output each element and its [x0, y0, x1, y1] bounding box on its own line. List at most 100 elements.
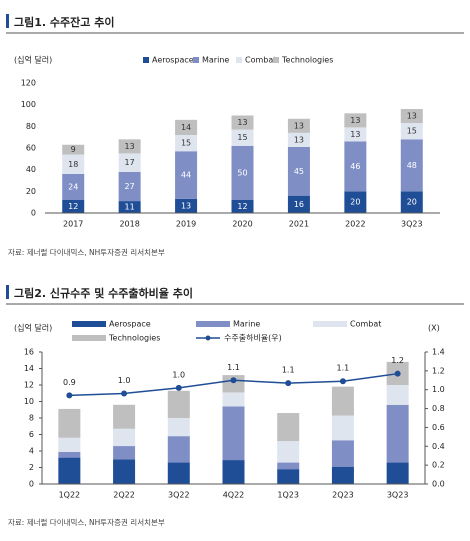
bar-segment — [386, 385, 409, 405]
value-label: 48 — [407, 161, 417, 170]
bar-segment — [222, 460, 245, 484]
value-label: 45 — [294, 167, 304, 176]
x-tick-label: 3Q23 — [401, 220, 423, 229]
value-label: 46 — [350, 162, 360, 171]
value-label: 16 — [294, 200, 304, 209]
bar-segment — [113, 404, 136, 429]
bar-segment — [344, 127, 367, 142]
x-tick-label: 2022 — [345, 220, 365, 229]
value-label: 1.1 — [337, 364, 350, 373]
legend-label: Marine — [202, 56, 229, 65]
y-tick-label: 2 — [29, 463, 34, 472]
x-tick-label: 2Q23 — [332, 491, 354, 500]
figure-title: 그림2. 신규수주 및 수주출하비율 추이 — [14, 286, 193, 300]
bar-segment — [62, 154, 85, 174]
value-label: 11 — [125, 203, 135, 212]
value-label: 12 — [237, 202, 247, 211]
value-label: 17 — [125, 158, 135, 167]
bar-segment — [167, 436, 190, 463]
value-label: 15 — [181, 139, 191, 148]
bar-segment — [231, 129, 254, 146]
ratio-point — [339, 378, 346, 385]
bar-segment — [331, 415, 354, 441]
value-label: 14 — [181, 123, 191, 132]
y-tick-label: 120 — [21, 79, 36, 88]
bar-segment — [222, 406, 245, 461]
x-tick-label: 2017 — [63, 220, 83, 229]
x-tick-label: 1Q23 — [277, 491, 299, 500]
y-tick-label: 0 — [31, 209, 36, 218]
y-axis-label: (십억 달러) — [14, 55, 52, 65]
y2-tick-label: 0.0 — [432, 480, 445, 489]
bar-segment — [167, 418, 190, 437]
bar-segment — [331, 386, 354, 416]
legend-swatch — [313, 321, 347, 327]
ratio-point — [175, 384, 182, 391]
bar-segment — [231, 115, 254, 130]
value-label: 20 — [350, 198, 360, 207]
bar-segment — [400, 123, 423, 140]
legend-swatch — [236, 57, 242, 63]
bar-segment — [118, 201, 141, 213]
x-tick-label: 3Q23 — [387, 491, 409, 500]
value-label: 24 — [68, 183, 78, 192]
bar-segment — [400, 109, 423, 124]
y-tick-label: 20 — [26, 187, 36, 196]
bar-segment — [277, 413, 300, 442]
bar-segment — [167, 462, 190, 484]
bar-segment — [331, 440, 354, 467]
bar-segment — [167, 390, 190, 418]
y2-tick-label: 0.8 — [432, 404, 445, 413]
value-label: 20 — [407, 198, 417, 207]
bar-segment — [277, 441, 300, 463]
y2-axis-label: (X) — [428, 324, 440, 333]
value-label: 13 — [407, 112, 417, 121]
bar-segment — [287, 146, 310, 196]
legend-swatch — [72, 335, 106, 341]
bar-segment — [118, 153, 141, 172]
value-label: 9 — [71, 145, 76, 154]
x-tick-label: 2018 — [119, 220, 139, 229]
bar-segment — [277, 462, 300, 470]
y-tick-label: 14 — [24, 364, 34, 373]
bar-segment — [113, 459, 136, 484]
figure-title: 그림1. 수주잔고 추이 — [14, 15, 114, 29]
bar-segment — [287, 118, 310, 133]
bar-segment — [331, 466, 354, 484]
bar-segment — [277, 469, 300, 484]
bar-segment — [287, 132, 310, 147]
value-label: 1.1 — [282, 366, 295, 375]
value-label: 13 — [181, 201, 191, 210]
value-label: 13 — [350, 116, 360, 125]
value-label: 15 — [407, 127, 417, 136]
legend-swatch — [72, 321, 106, 327]
ratio-point — [394, 370, 401, 377]
bar-segment — [118, 139, 141, 154]
y-tick-label: 40 — [26, 165, 36, 174]
y-tick-label: 4 — [29, 447, 34, 456]
x-tick-label: 2019 — [176, 220, 196, 229]
value-label: 15 — [237, 133, 247, 142]
bar-segment — [113, 446, 136, 460]
value-label: 1.2 — [391, 356, 404, 365]
y-tick-label: 10 — [24, 397, 34, 406]
ratio-point — [121, 390, 128, 397]
bar-segment — [175, 198, 198, 213]
value-label: 13 — [237, 118, 247, 127]
legend-label: Aerospace — [109, 320, 151, 329]
bar-segment — [175, 119, 198, 135]
legend-swatch — [143, 57, 149, 63]
legend-label: Technologies — [281, 56, 333, 65]
title-accent — [6, 14, 9, 28]
y2-tick-label: 1.4 — [432, 348, 445, 357]
value-label: 13 — [350, 130, 360, 139]
bar-segment — [58, 457, 81, 484]
bar-segment — [400, 139, 423, 192]
x-tick-label: 2Q22 — [113, 491, 135, 500]
bar-segment — [231, 145, 254, 200]
y-tick-label: 8 — [29, 414, 34, 423]
value-label: 50 — [237, 168, 247, 177]
value-label: 13 — [125, 142, 135, 151]
x-tick-label: 4Q22 — [223, 491, 245, 500]
